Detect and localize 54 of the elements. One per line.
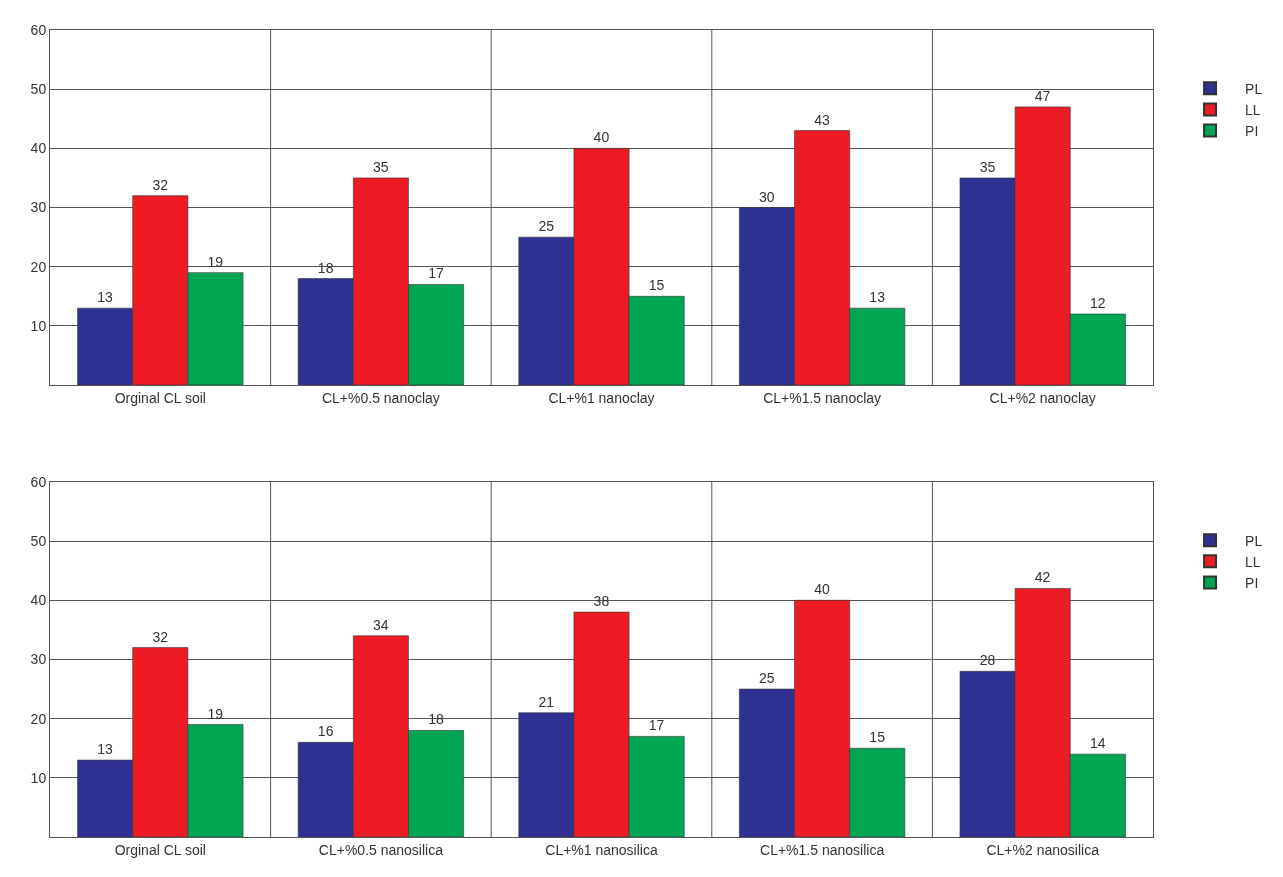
data-label: 32 [152,628,169,645]
legend-label: PI [1245,123,1259,140]
x-tick-label: CL+%2 nanosilica [986,841,1100,858]
x-tick-label: Orginal CL soil [114,389,206,406]
legend-label: LL [1245,101,1261,118]
data-label: 21 [538,693,555,710]
data-label: 13 [869,289,886,306]
data-label: 15 [648,277,665,294]
x-tick-label: CL+%1 nanosilica [545,841,658,858]
x-tick-label: CL+%0.5 nanoclay [321,389,440,406]
data-label: 30 [759,188,775,205]
data-label: 43 [814,111,830,128]
data-label: 35 [373,158,389,175]
data-label: 25 [538,218,555,235]
y-tick-label: 60 [30,473,47,490]
y-tick-label: 30 [30,199,47,216]
y-tick-label: 20 [30,710,47,727]
y-tick-label: 20 [30,258,47,275]
data-label: 19 [207,705,224,722]
data-label: 16 [317,723,334,740]
data-label: 40 [593,129,610,146]
data-label: 13 [97,741,114,758]
data-label: 12 [1089,295,1106,312]
data-label: 32 [152,176,169,193]
y-tick-label: 50 [30,81,47,98]
y-tick-label: 10 [30,769,47,786]
legend-label: PL [1245,532,1263,549]
x-tick-label: CL+%1.5 nanosilica [760,841,885,858]
data-label: 35 [979,158,996,175]
data-label: 40 [814,581,830,598]
y-tick-label: 60 [30,21,47,38]
data-label: 47 [1034,87,1051,104]
data-label: 19 [207,253,224,270]
data-label: 13 [97,289,114,306]
x-tick-label: CL+%2 nanoclay [989,389,1096,406]
legend-label: LL [1245,553,1261,570]
y-tick-label: 40 [30,140,47,157]
data-label: 25 [759,670,775,687]
data-label: 17 [428,265,444,282]
y-tick-label: 50 [30,533,47,549]
data-label: 42 [1034,569,1051,586]
x-tick-label: CL+%1.5 nanoclay [763,389,882,406]
x-tick-label: Orginal CL soil [114,841,206,858]
x-tick-label: CL+%0.5 nanosilica [318,841,444,858]
legend-label: PL [1245,80,1263,97]
data-label: 17 [648,717,665,734]
y-tick-label: 10 [30,317,47,334]
data-label: 15 [869,729,886,746]
data-label: 34 [373,616,389,633]
legend-label: PI [1245,574,1259,591]
y-tick-label: 40 [30,592,47,609]
data-label: 14 [1089,735,1106,752]
x-tick-label: CL+%1 nanoclay [548,389,655,406]
y-tick-label: 30 [30,651,47,668]
